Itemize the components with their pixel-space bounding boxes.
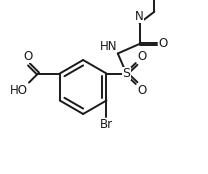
Text: Br: Br <box>100 118 113 131</box>
Text: O: O <box>24 50 33 63</box>
Text: HO: HO <box>10 84 28 97</box>
Text: HN: HN <box>99 40 117 53</box>
Text: O: O <box>137 84 146 97</box>
Text: S: S <box>123 67 130 80</box>
Text: N: N <box>135 10 144 22</box>
Text: O: O <box>137 50 146 63</box>
Text: O: O <box>158 37 168 50</box>
